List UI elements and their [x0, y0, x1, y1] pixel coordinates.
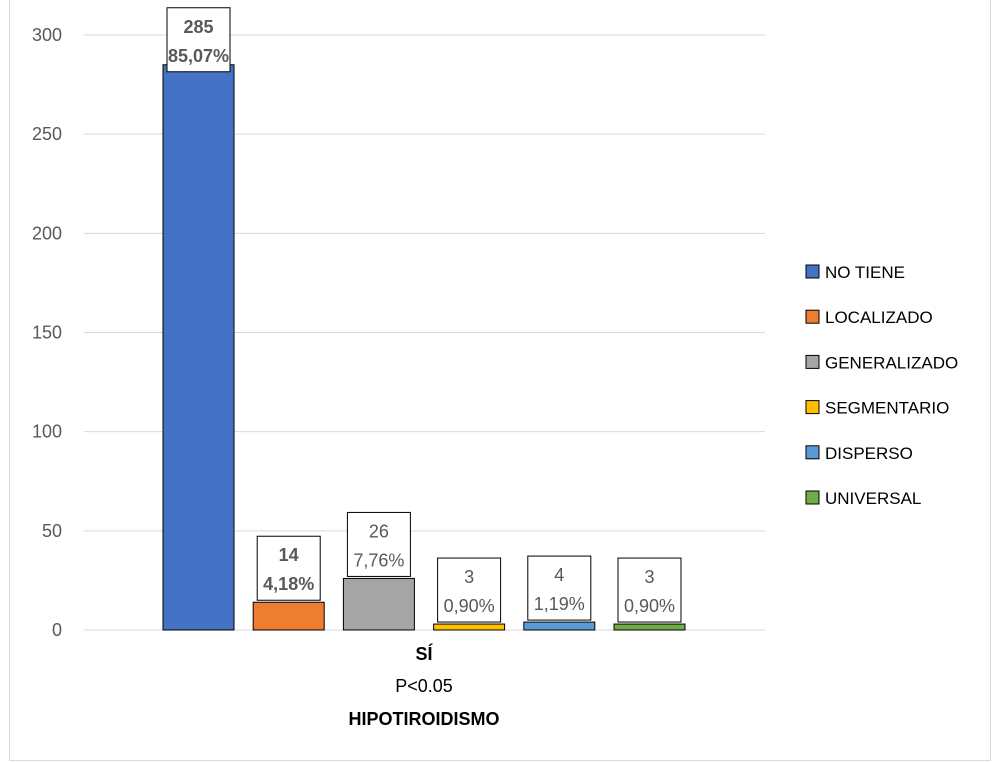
- y-tick-label: 0: [52, 620, 62, 640]
- y-tick-label: 150: [32, 323, 62, 343]
- legend-swatch: [805, 309, 820, 324]
- data-label-percent: 4,18%: [263, 574, 314, 594]
- y-tick-label: 250: [32, 124, 62, 144]
- data-label-box: [166, 7, 231, 73]
- category-label-line-2: P<0.05: [395, 676, 453, 696]
- data-label-box: [527, 555, 592, 621]
- legend-label: UNIVERSAL: [825, 489, 921, 508]
- data-label-percent: 7,76%: [353, 550, 404, 570]
- legend-swatch: [805, 264, 820, 279]
- data-labels: 285 85,07% 14 4,18% 26 7,76% 3 0,90% 4 1,19% 3 0,90…: [166, 7, 682, 623]
- data-label-box: [437, 557, 502, 623]
- data-label-value: 3: [464, 567, 474, 587]
- y-tick-label: 200: [32, 223, 62, 243]
- y-tick-label: 100: [32, 422, 62, 442]
- data-label-box: [617, 557, 682, 623]
- legend-swatch: [805, 400, 820, 415]
- bar-segmentario: [433, 623, 506, 631]
- bar-localizado: [252, 601, 325, 631]
- bars: [162, 64, 686, 631]
- legend-label: LOCALIZADO: [825, 308, 933, 327]
- bar-no-tiene: [162, 64, 235, 631]
- category-label-line-1: SÍ: [415, 643, 433, 664]
- y-tick-label: 50: [42, 521, 62, 541]
- data-label-percent: 1,19%: [534, 594, 585, 614]
- legend: NO TIENE LOCALIZADO GENERALIZADO SEGMENTARI…: [805, 263, 958, 508]
- data-label-percent: 0,90%: [444, 596, 495, 616]
- bar-disperso: [523, 621, 596, 631]
- category-label: SÍ P<0.05 HIPOTIROIDISMO: [348, 643, 499, 729]
- legend-label: DISPERSO: [825, 444, 913, 463]
- legend-swatch: [805, 490, 820, 505]
- data-label-value: 3: [644, 567, 654, 587]
- legend-label: SEGMENTARIO: [825, 399, 949, 418]
- chart-frame: [9, 0, 991, 761]
- bar-generalizado: [342, 577, 415, 631]
- x-axis-label: HIPOTIROIDISMO: [348, 709, 499, 729]
- legend-label: GENERALIZADO: [825, 353, 958, 372]
- y-tick-label: 300: [32, 25, 62, 45]
- data-label-percent: 0,90%: [624, 596, 675, 616]
- data-label-value: 4: [554, 565, 564, 585]
- data-label-value: 285: [183, 17, 213, 37]
- bar-universal: [613, 623, 686, 631]
- data-label-value: 14: [279, 545, 299, 565]
- legend-swatch: [805, 354, 820, 369]
- legend-swatch: [805, 445, 820, 460]
- data-label-box: [346, 511, 411, 577]
- data-label-percent: 85,07%: [168, 46, 229, 66]
- y-axis-ticks: 0 50 100 150 200 250 300: [32, 25, 62, 640]
- legend-label: NO TIENE: [825, 263, 905, 282]
- data-label-box: [256, 535, 321, 601]
- data-label-value: 26: [369, 521, 389, 541]
